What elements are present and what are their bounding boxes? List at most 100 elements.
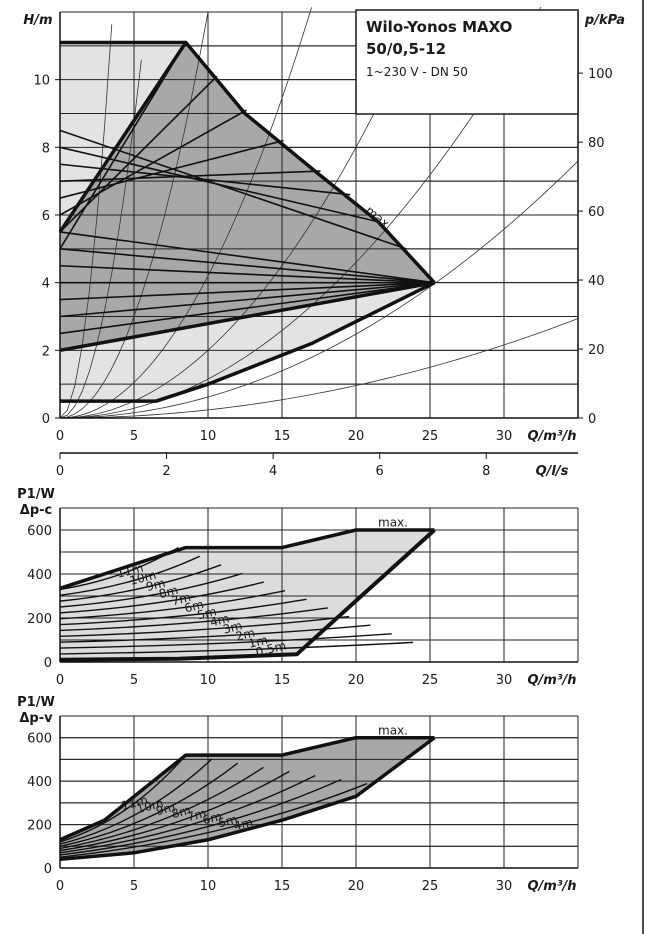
curve-label: 10m [128, 568, 158, 588]
x-tick-label: 0 [56, 673, 64, 688]
curve-label: 10m [135, 796, 165, 816]
min-power-curve [59, 736, 436, 862]
x-tick-label: 30 [496, 429, 513, 444]
power-curve [59, 607, 328, 632]
y-tick-label: 0 [42, 412, 50, 427]
y-axis-sublabel: Δp-v [19, 711, 53, 726]
x-tick-label: 15 [274, 673, 291, 688]
curve-label: 2m [234, 626, 256, 644]
pressure-line [59, 281, 435, 318]
y-tick-label: 10 [33, 74, 50, 89]
pressure-line [59, 129, 407, 250]
x-tick-label: 0 [56, 429, 64, 444]
y-axis-sublabel: Δp-c [20, 503, 52, 518]
power-curve [59, 564, 222, 602]
x-tick-label: 30 [496, 879, 513, 894]
y2-tick-label: 0 [588, 412, 596, 427]
x2-axis-label: Q/l/s [536, 464, 569, 479]
x2-tick-label: 6 [376, 464, 384, 479]
x-tick-label: 20 [348, 429, 365, 444]
y-axis-label: P1/W [17, 695, 55, 710]
title-box [355, 9, 579, 115]
x-tick-label: 5 [130, 673, 138, 688]
power-curve [59, 624, 371, 643]
power-dpc-chart: 11m10m9m8m7m6m5m4m3m2m1m0,5mmax.02004006… [17, 487, 579, 688]
chart-subtitle: 1~230 V - DN 50 [366, 65, 468, 79]
curve-label: 8m [157, 583, 179, 601]
y-tick-label: 4 [42, 277, 50, 292]
x-axis-label: Q/m³/h [527, 673, 576, 688]
y-axis-label: P1/W [17, 487, 55, 502]
pressure-line [59, 231, 435, 284]
y2-tick-label: 100 [588, 67, 613, 82]
curve-label: 7m [186, 806, 208, 824]
pressure-line [59, 281, 435, 301]
system-curve [59, 6, 542, 419]
x-tick-label: 25 [422, 879, 439, 894]
power-curve [59, 555, 201, 596]
y2-tick-label: 80 [588, 136, 605, 151]
x-tick-label: 15 [274, 879, 291, 894]
dark-area [60, 42, 435, 351]
y-tick-label: 2 [42, 344, 50, 359]
curve-label: 3m [221, 618, 243, 636]
power-curve [59, 598, 307, 626]
curve-label: 5m [217, 812, 239, 830]
x2-tick-label: 0 [56, 464, 64, 479]
power-dpv-chart: 11m10m9m8m7m6m5m4mmax.0200400600P1/WΔp-v… [17, 695, 579, 894]
min-power-curve [59, 528, 436, 662]
power-curve [59, 782, 368, 858]
y2-tick-label: 20 [588, 343, 605, 358]
power-curve [59, 633, 392, 649]
power-curve [59, 762, 239, 847]
system-curve [59, 318, 579, 419]
x-axis-label: Q/m³/h [527, 879, 576, 894]
max-power-curve [59, 528, 435, 590]
x2-tick-label: 2 [162, 464, 170, 479]
power-curve [59, 774, 316, 854]
x-tick-label: 5 [130, 429, 138, 444]
power-curve [59, 615, 350, 638]
pressure-line [59, 75, 218, 233]
x-tick-label: 10 [200, 879, 217, 894]
power-curve [59, 770, 290, 852]
lower-boundary [59, 280, 435, 353]
x-tick-label: 0 [56, 879, 64, 894]
pressure-line [59, 248, 435, 284]
y-tick-label: 400 [27, 568, 52, 583]
y-tick-label: 600 [27, 732, 52, 747]
y-tick-label: 200 [27, 819, 52, 834]
y-tick-label: 400 [27, 775, 52, 790]
system-curve [59, 11, 209, 419]
y-tick-label: 0 [44, 862, 52, 877]
x-tick-label: 5 [130, 879, 138, 894]
max-power-curve [59, 735, 435, 842]
min-curve [60, 281, 436, 403]
power-curve [59, 754, 187, 843]
y-tick-label: 6 [42, 209, 50, 224]
y-tick-label: 200 [27, 612, 52, 627]
chart-title: Wilo-Yonos MAXO 50/0,5-12 [366, 18, 512, 58]
system-curve [59, 160, 579, 419]
curve-label: 9m [145, 576, 167, 594]
x2-tick-label: 8 [482, 464, 490, 479]
curve-label: 6m [183, 597, 205, 615]
y2-tick-label: 60 [588, 205, 605, 220]
x2-tick-label: 4 [269, 464, 277, 479]
x-tick-label: 25 [422, 673, 439, 688]
max-label: max. [378, 516, 408, 530]
pressure-line [59, 281, 435, 335]
x-tick-label: 20 [348, 673, 365, 688]
curve-label: 11m [120, 793, 150, 813]
curve-label: 7m [170, 590, 192, 608]
x-tick-label: 10 [200, 673, 217, 688]
x-axis-label: Q/m³/h [527, 429, 576, 444]
x-tick-label: 25 [422, 429, 439, 444]
y-axis-label: H/m [23, 13, 52, 28]
curve-label: 4m [209, 611, 231, 629]
power-curve [59, 572, 243, 608]
upper-boundary [58, 41, 188, 233]
power-curve [59, 589, 286, 620]
power-curve [59, 641, 414, 655]
